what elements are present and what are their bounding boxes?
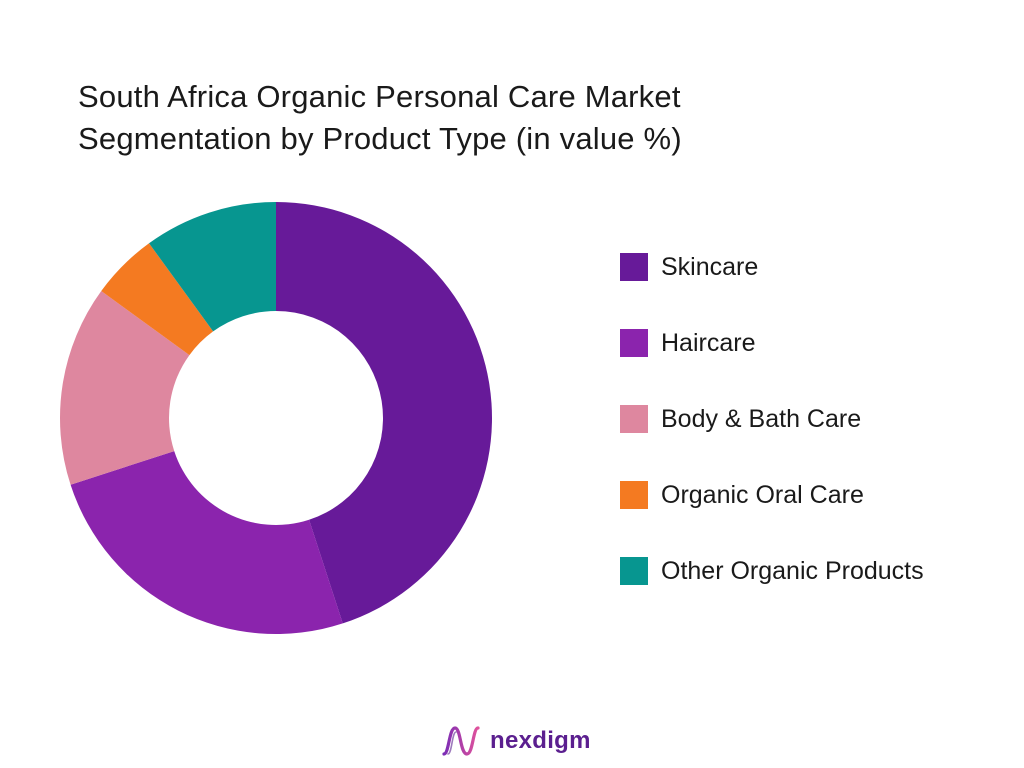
- legend-label-organic-oral-care: Organic Oral Care: [661, 480, 864, 509]
- donut-slice-organic-oral-care: [101, 243, 214, 356]
- donut-slice-other-organic-products: [149, 202, 276, 332]
- chart-title: South Africa Organic Personal Care Marke…: [78, 76, 938, 160]
- legend-label-skincare: Skincare: [661, 252, 759, 281]
- chart-legend: Skincare Haircare Body & Bath Care Organ…: [620, 250, 924, 588]
- legend-item-haircare: Haircare: [620, 326, 924, 360]
- legend-item-other-organic-products: Other Organic Products: [620, 554, 924, 588]
- legend-swatch-other-organic-products: [620, 557, 648, 585]
- legend-item-skincare: Skincare: [620, 250, 924, 284]
- donut-slice-body-bath-care: [59, 291, 190, 485]
- legend-swatch-body-bath-care: [620, 405, 648, 433]
- legend-item-organic-oral-care: Organic Oral Care: [620, 478, 924, 512]
- legend-label-body-bath-care: Body & Bath Care: [661, 404, 862, 433]
- chart-title-line-2: Segmentation by Product Type (in value %…: [78, 121, 682, 156]
- legend-swatch-organic-oral-care: [620, 481, 648, 509]
- chart-title-line-1: South Africa Organic Personal Care Marke…: [78, 79, 681, 114]
- legend-swatch-haircare: [620, 329, 648, 357]
- legend-item-body-bath-care: Body & Bath Care: [620, 402, 924, 436]
- donut-slice-haircare: [70, 451, 343, 634]
- brand-name: nexdigm: [490, 727, 591, 754]
- nexdigm-wave-logo-icon: [442, 726, 480, 756]
- legend-label-haircare: Haircare: [661, 328, 756, 357]
- legend-swatch-skincare: [620, 253, 648, 281]
- brand-logo: nexdigm: [440, 724, 591, 758]
- donut-slice-skincare: [276, 202, 492, 624]
- legend-label-other-organic-products: Other Organic Products: [661, 556, 924, 585]
